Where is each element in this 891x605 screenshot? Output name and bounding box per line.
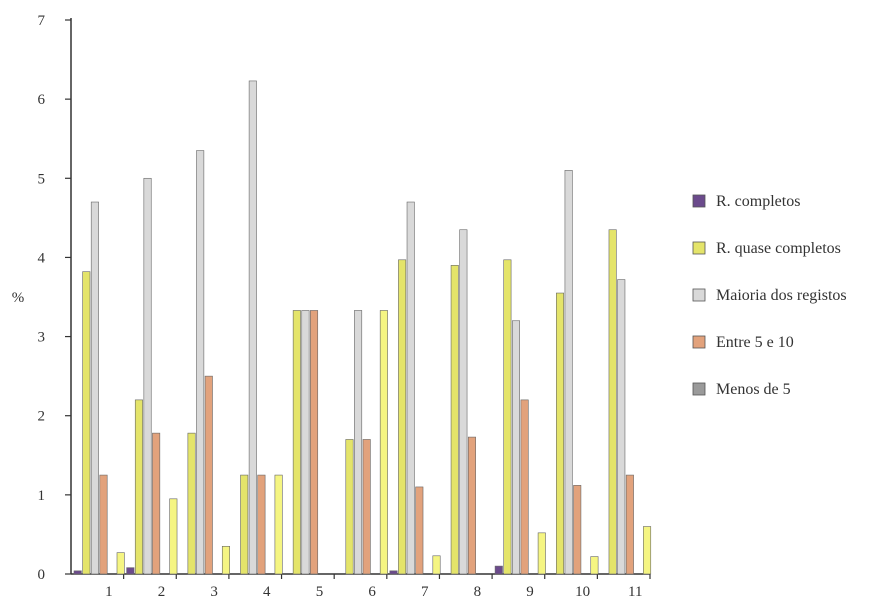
bar (73, 570, 82, 575)
legend-label: R. completos (716, 193, 800, 210)
bar (459, 229, 468, 575)
x-tick-label: 11 (628, 584, 642, 600)
legend-label: Menos de 5 (716, 381, 791, 398)
bar (82, 271, 91, 575)
bar (590, 556, 599, 575)
x-tick-label: 3 (210, 584, 218, 600)
bar (573, 485, 582, 575)
bar (511, 320, 520, 575)
x-tick-label: 8 (474, 584, 482, 600)
legend-swatch (692, 241, 706, 255)
bar (310, 310, 319, 575)
y-tick-label: 5 (38, 171, 46, 187)
bar (379, 310, 388, 575)
x-tick-label: 6 (368, 584, 376, 600)
bar (90, 201, 99, 575)
bar (406, 201, 415, 575)
legend-swatch (692, 335, 706, 349)
bar (248, 80, 257, 575)
bar (116, 552, 125, 575)
bar (345, 439, 354, 575)
bar (398, 259, 407, 575)
bar (99, 474, 108, 575)
bar (196, 150, 205, 575)
bar (143, 177, 152, 575)
x-tick-label: 7 (421, 584, 429, 600)
bar (415, 486, 424, 575)
x-tick-label: 9 (526, 584, 534, 600)
bar (520, 399, 529, 575)
x-tick-label: 1 (105, 584, 113, 600)
bar (354, 310, 363, 575)
y-tick-label: 3 (38, 330, 46, 346)
y-tick-label: 1 (38, 488, 46, 504)
legend-swatch (692, 194, 706, 208)
y-axis-label: % (12, 290, 25, 306)
bar (221, 545, 230, 575)
bar (204, 375, 213, 575)
bar (301, 310, 310, 575)
bar (274, 474, 283, 575)
bar (467, 436, 476, 575)
y-tick-label: 6 (38, 92, 46, 108)
bar (152, 432, 161, 575)
legend-label: R. quase completos (716, 240, 841, 257)
bar (450, 265, 459, 575)
bar (187, 432, 196, 575)
legend-label: Maioria dos registos (716, 287, 847, 304)
y-tick-label: 4 (38, 250, 46, 266)
bar (494, 565, 503, 575)
bar (134, 399, 143, 575)
x-tick-label: 10 (575, 584, 590, 600)
bar (362, 439, 371, 575)
x-tick-label: 4 (263, 584, 271, 600)
y-tick-label: 0 (38, 567, 46, 583)
bar (564, 170, 573, 575)
bars (73, 80, 652, 575)
y-tick-label: 7 (38, 13, 46, 29)
bar (240, 474, 249, 575)
legend-swatch (692, 288, 706, 302)
bar (126, 567, 135, 575)
bar (608, 229, 617, 575)
bar (617, 279, 626, 575)
bar (537, 532, 546, 575)
bar (556, 292, 565, 575)
legend-label: Entre 5 e 10 (716, 334, 794, 351)
bar (643, 526, 652, 575)
legend: R. completos R. quase completos Maioria do… (692, 193, 847, 398)
x-tick-label: 2 (158, 584, 166, 600)
bar (625, 474, 634, 575)
bar (169, 498, 178, 575)
y-tick-label: 2 (38, 409, 46, 425)
bar (432, 555, 441, 575)
bar (503, 259, 512, 575)
bar (257, 474, 266, 575)
bar (292, 310, 301, 575)
axes: 0 1 2 3 4 5 6 7 1 2 3 4 5 6 7 8 9 10 11 (38, 13, 651, 600)
legend-swatch (692, 382, 706, 396)
x-tick-label: 5 (316, 584, 324, 600)
bar (389, 570, 398, 575)
